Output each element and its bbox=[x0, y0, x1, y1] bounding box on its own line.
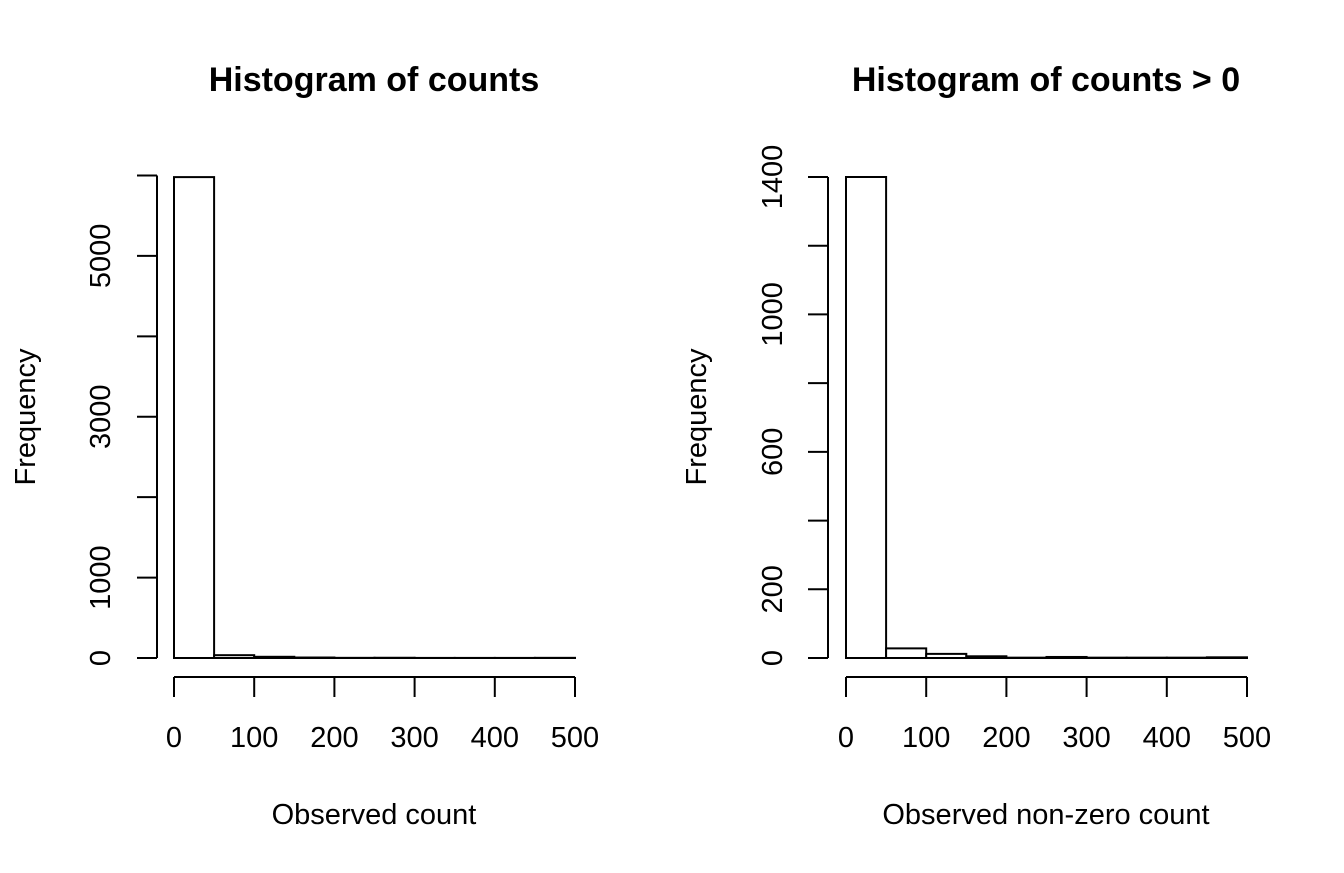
chart-title: Histogram of counts > 0 bbox=[852, 61, 1240, 99]
histogram-bar bbox=[173, 176, 216, 659]
y-tick-label: 1400 bbox=[757, 145, 789, 210]
histogram-bar bbox=[213, 654, 256, 660]
x-tick-label: 500 bbox=[551, 722, 599, 754]
y-tick-label: 0 bbox=[85, 650, 117, 666]
x-tick-label: 0 bbox=[166, 722, 182, 754]
y-tick-label: 0 bbox=[757, 650, 789, 666]
x-tick-label: 500 bbox=[1223, 722, 1271, 754]
y-axis: 0 200 600 1000 1400 bbox=[757, 145, 829, 666]
y-tick-label: 5000 bbox=[85, 224, 117, 289]
histogram-bar bbox=[253, 655, 296, 660]
chart-title: Histogram of counts bbox=[209, 61, 540, 99]
bars bbox=[173, 176, 577, 660]
histogram-bar bbox=[965, 655, 1008, 660]
histogram-bar bbox=[1045, 655, 1088, 660]
x-axis-label: Observed non-zero count bbox=[882, 799, 1209, 831]
x-tick-label: 400 bbox=[1143, 722, 1191, 754]
x-tick-label: 0 bbox=[838, 722, 854, 754]
y-axis: 0 1000 3000 5000 bbox=[85, 174, 158, 666]
panel-counts: Histogram of counts Observed count Frequ… bbox=[10, 61, 599, 831]
x-axis: 0 100 200 300 400 500 bbox=[838, 676, 1271, 754]
y-tick-label: 600 bbox=[757, 428, 789, 476]
panel-nonzero-counts: Histogram of counts > 0 Observed non-zer… bbox=[681, 61, 1271, 831]
x-tick-label: 300 bbox=[1062, 722, 1110, 754]
x-tick-label: 200 bbox=[310, 722, 358, 754]
histogram-bar bbox=[885, 647, 928, 660]
x-tick-label: 400 bbox=[471, 722, 519, 754]
x-tick-label: 300 bbox=[390, 722, 438, 754]
x-axis-label: Observed count bbox=[272, 799, 477, 831]
x-tick-label: 100 bbox=[230, 722, 278, 754]
x-tick-label: 100 bbox=[902, 722, 950, 754]
y-tick-label: 1000 bbox=[85, 545, 117, 610]
histogram-bar bbox=[845, 176, 888, 659]
histogram-bar bbox=[1205, 656, 1249, 660]
histogram-bar bbox=[925, 652, 968, 659]
y-tick-label: 1000 bbox=[757, 282, 789, 347]
y-tick-label: 200 bbox=[757, 565, 789, 613]
bars bbox=[845, 176, 1249, 660]
x-axis: 0 100 200 300 400 500 bbox=[166, 676, 599, 754]
y-axis-label: Frequency bbox=[10, 348, 42, 486]
y-tick-label: 3000 bbox=[85, 384, 117, 449]
x-tick-label: 200 bbox=[982, 722, 1030, 754]
y-axis-label: Frequency bbox=[681, 348, 713, 486]
